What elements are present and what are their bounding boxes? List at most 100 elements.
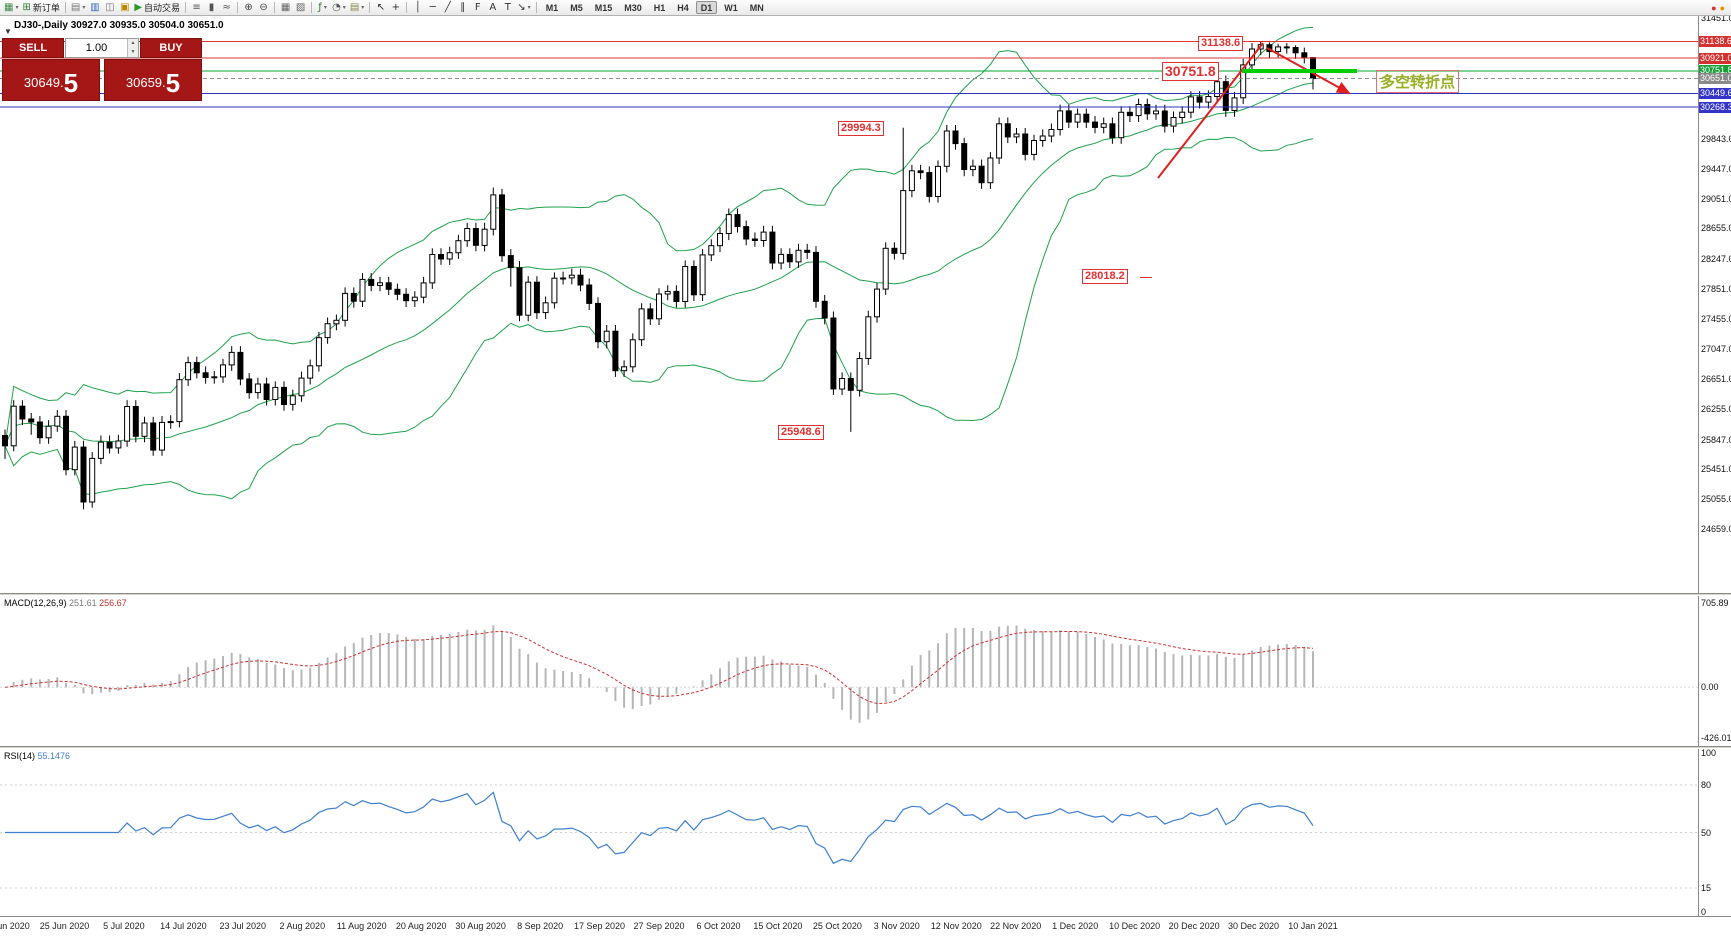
price-level-tag: 30921.0 xyxy=(1699,52,1731,64)
chevron-down-icon[interactable]: ▾ xyxy=(82,5,86,11)
rsi-chart[interactable] xyxy=(0,749,1698,916)
timeframe-d1-button[interactable]: D1 xyxy=(695,1,718,14)
price-axis[interactable]: 705.89 0.00 -426.01 100 80 50 15 0 31451.0 29843.… xyxy=(1699,0,1731,938)
volume-up-icon[interactable]: ▲ xyxy=(128,39,138,48)
date-axis-label: 30 Dec 2020 xyxy=(1227,921,1280,931)
zoom-out-icon: ⊖ xyxy=(259,1,268,13)
crosshair-button[interactable]: + xyxy=(388,1,403,15)
price-axis-label: 25451.0 xyxy=(1701,464,1731,475)
one-click-collapse-icon[interactable]: ▼ xyxy=(4,27,12,36)
zoom-in-button[interactable]: ⊕ xyxy=(241,1,256,15)
price-annotation[interactable]: 28018.2 xyxy=(1082,269,1128,284)
sell-button[interactable]: SELL xyxy=(2,38,64,58)
line-chart-type-button[interactable]: ≈ xyxy=(219,1,234,15)
vertical-line-button[interactable]: │ xyxy=(410,1,425,15)
new-chart-button[interactable]: ▦ ▾ xyxy=(2,1,20,15)
price-axis-label: 26255.0 xyxy=(1701,403,1731,414)
chart-profiles-button[interactable]: ▤ ▾ xyxy=(69,1,87,15)
indicators-button[interactable]: ƒ ▾ xyxy=(315,1,330,15)
volume-value[interactable]: 1.00 xyxy=(85,42,108,54)
zoom-out-button[interactable]: ⊖ xyxy=(256,1,271,15)
main-toolbar: ▦ ▾ ⊞ 新订单 ▤ ▾ ▥ ◫ ▣ ▶ 自动交易 ≡ ▮ ≈ ⊕ ⊖ ▦ ▨ ƒ ▾ ◔ ▾ ▤ ▾ ↖ + │ ─ ╱ ∥ F A T ↘ ▾… xyxy=(0,0,1731,16)
price-annotation[interactable]: 31138.6 xyxy=(1198,36,1244,51)
macd-label: MACD(12,26,9) 251.61 256.67 xyxy=(4,598,127,608)
chevron-down-icon[interactable]: ▾ xyxy=(527,5,531,11)
templates-button[interactable]: ▤ ▾ xyxy=(348,1,366,15)
date-axis-label: 20 Dec 2020 xyxy=(1168,921,1220,931)
main-chart[interactable] xyxy=(0,16,1698,593)
bar-chart-type-button[interactable]: ≡ xyxy=(189,1,204,15)
fibonacci-button[interactable]: F xyxy=(470,1,485,15)
cursor-button[interactable]: ↖ xyxy=(373,1,388,15)
news-icon[interactable]: ● xyxy=(1719,2,1725,13)
timeframe-m30-button[interactable]: M30 xyxy=(624,3,642,13)
cascade-windows-button[interactable]: ▨ xyxy=(293,1,308,15)
price-annotation[interactable]: 29994.3 xyxy=(838,121,884,136)
volume-down-icon[interactable]: ▼ xyxy=(128,48,138,57)
new-order-button[interactable]: ⊞ 新订单 xyxy=(20,1,61,15)
chevron-down-icon[interactable]: ▾ xyxy=(342,5,346,11)
navigator-button[interactable]: ▣ xyxy=(117,1,132,15)
timeframe-m15-button[interactable]: M15 xyxy=(594,3,613,13)
date-axis-border xyxy=(0,916,1731,917)
chevron-down-icon[interactable]: ▾ xyxy=(323,5,327,11)
timeframe-m5-button[interactable]: M5 xyxy=(570,3,583,13)
price-axis-label: 27851.0 xyxy=(1701,283,1731,294)
chevron-down-icon[interactable]: ▾ xyxy=(361,5,365,11)
date-axis-label: 17 Sep 2020 xyxy=(573,921,626,931)
timeframe-mn-button[interactable]: MN xyxy=(749,3,764,13)
buy-button[interactable]: BUY xyxy=(140,38,202,58)
candlestick-type-button[interactable]: ▮ xyxy=(204,1,219,15)
chevron-down-icon[interactable]: ▾ xyxy=(15,5,19,11)
timeframe-w1-button[interactable]: W1 xyxy=(724,3,738,13)
timeframe-h1-button[interactable]: H1 xyxy=(653,3,666,13)
rsi-axis-label: 0 xyxy=(1701,907,1707,917)
pane-separator[interactable] xyxy=(0,746,1731,749)
price-level-tag: 30449.6 xyxy=(1699,88,1731,99)
equidistant-channel-button[interactable]: ∥ xyxy=(455,1,470,15)
rsi-name: RSI(14) xyxy=(4,751,36,761)
periods-button[interactable]: ◔ ▾ xyxy=(330,1,348,15)
auto-trading-button[interactable]: ▶ 自动交易 xyxy=(132,1,182,15)
arrows-button[interactable]: ↘ ▾ xyxy=(515,1,532,15)
text-icon: A xyxy=(489,1,497,13)
price-axis-label: 24659.0 xyxy=(1701,523,1731,534)
horizontal-line-button[interactable]: ─ xyxy=(425,1,440,15)
new-order-icon: ⊞ xyxy=(22,1,31,13)
price-annotation[interactable]: 25948.6 xyxy=(778,425,824,440)
timeframe-h4-button[interactable]: H4 xyxy=(677,3,689,13)
chart-ohlc-title: DJ30-,Daily 30927.0 30935.0 30504.0 3065… xyxy=(14,20,224,31)
date-axis-label: 14 Jul 2020 xyxy=(160,921,207,931)
price-axis-label: 26651.0 xyxy=(1701,374,1731,385)
price-annotation[interactable]: 30751.8 xyxy=(1162,62,1219,81)
price-level-tag: 31138.6 xyxy=(1699,36,1731,48)
text-button[interactable]: A xyxy=(485,1,500,15)
line-chart-type-icon: ≈ xyxy=(222,1,231,13)
market-watch-button[interactable]: ▥ xyxy=(87,1,102,15)
tile-windows-button[interactable]: ▦ xyxy=(278,1,293,15)
sell-price-button[interactable]: 30649. 5 xyxy=(2,59,100,101)
alert-icon[interactable]: ● xyxy=(1711,2,1717,13)
date-axis-label: 30 Aug 2020 xyxy=(455,921,506,931)
navigator-icon: ▣ xyxy=(120,1,130,13)
new-chart-icon: ▦ xyxy=(4,1,14,13)
timeframe-m1-button[interactable]: M1 xyxy=(545,3,559,13)
toolbar-separator xyxy=(369,2,371,13)
data-window-button[interactable]: ◫ xyxy=(102,1,117,15)
rsi-label: RSI(14) 55.1476 xyxy=(4,751,70,761)
date-axis-label: 10 Jan 2021 xyxy=(1288,921,1338,931)
date-axis-label: 25 Oct 2020 xyxy=(812,921,862,931)
text-label-button[interactable]: T xyxy=(500,1,515,15)
macd-chart[interactable] xyxy=(0,596,1698,746)
trendline-button[interactable]: ╱ xyxy=(440,1,455,15)
indicators-icon: ƒ xyxy=(318,1,322,13)
macd-axis-label: 705.89 xyxy=(1701,598,1729,608)
market-watch-icon: ▥ xyxy=(90,1,100,13)
volume-steppers[interactable]: ▲ ▼ xyxy=(127,39,138,57)
date-axis-label: 27 Sep 2020 xyxy=(633,921,685,931)
turning-point-annotation[interactable]: 多空转折点 xyxy=(1376,70,1460,93)
volume-input[interactable]: 1.00 ▲ ▼ xyxy=(65,38,139,58)
price-level-tag: 30651.0 xyxy=(1699,72,1731,84)
pane-separator[interactable] xyxy=(0,593,1731,596)
buy-price-button[interactable]: 30659. 5 xyxy=(104,59,202,101)
